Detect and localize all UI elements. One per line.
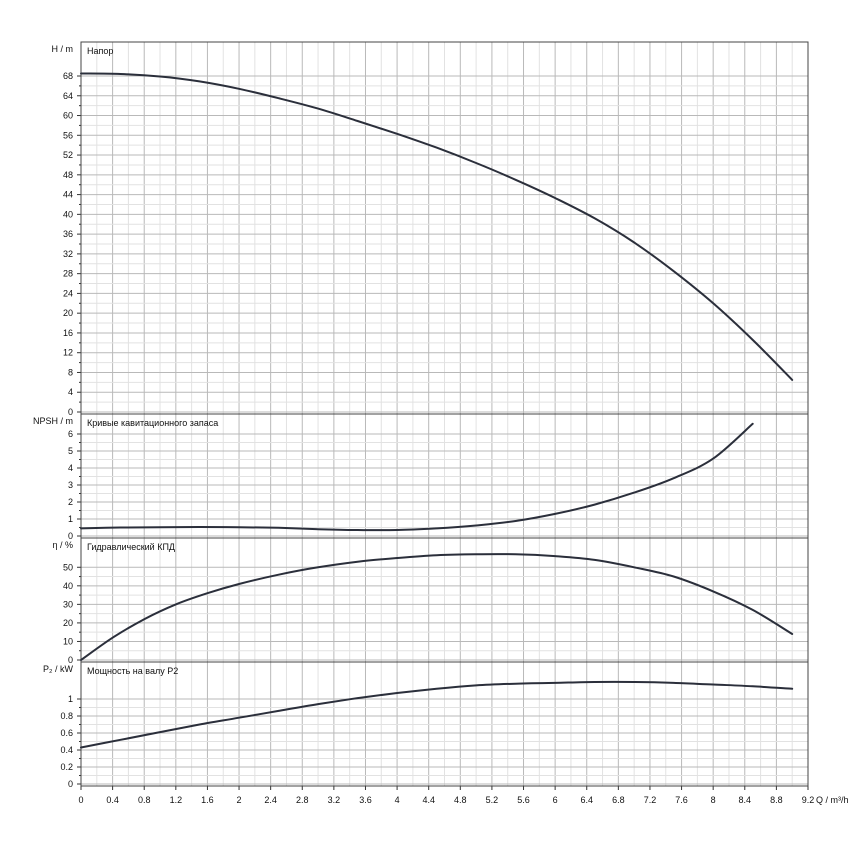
y-tick-label: 36 (63, 229, 73, 239)
y-tick-label: 4 (68, 463, 73, 473)
y-axis-label: η / % (52, 540, 73, 550)
y-tick-label: 1 (68, 694, 73, 704)
y-tick-label: 48 (63, 170, 73, 180)
x-tick-label: 8.4 (739, 795, 752, 805)
x-tick-label: 7.2 (644, 795, 657, 805)
panel-title: Мощность на валу P2 (87, 666, 178, 676)
y-tick-label: 8 (68, 367, 73, 377)
x-tick-label: 4 (395, 795, 400, 805)
x-tick-label: 3.2 (328, 795, 341, 805)
x-tick-label: 6.8 (612, 795, 625, 805)
x-tick-label: 7.6 (675, 795, 688, 805)
x-tick-label: 8.8 (770, 795, 783, 805)
y-tick-label: 5 (68, 446, 73, 456)
x-tick-label: 3.6 (359, 795, 372, 805)
y-tick-label: 40 (63, 209, 73, 219)
y-tick-label: 1 (68, 514, 73, 524)
x-tick-label: 9.2 (802, 795, 815, 805)
y-tick-label: 0.4 (60, 745, 73, 755)
y-axis-label: H / m (52, 44, 74, 54)
y-tick-label: 30 (63, 599, 73, 609)
x-tick-label: 4.4 (422, 795, 435, 805)
y-tick-label: 20 (63, 618, 73, 628)
y-tick-label: 10 (63, 636, 73, 646)
y-tick-label: 6 (68, 429, 73, 439)
y-tick-label: 68 (63, 71, 73, 81)
panel-title: Кривые кавитационного запаса (87, 418, 218, 428)
y-tick-label: 2 (68, 497, 73, 507)
y-tick-label: 64 (63, 91, 73, 101)
x-tick-label: 5.6 (517, 795, 530, 805)
y-tick-label: 20 (63, 308, 73, 318)
y-tick-label: 28 (63, 269, 73, 279)
y-tick-label: 0.6 (60, 728, 73, 738)
y-tick-label: 0.8 (60, 711, 73, 721)
y-tick-label: 24 (63, 288, 73, 298)
x-tick-label: 6.4 (580, 795, 593, 805)
y-axis-label: NPSH / m (33, 416, 73, 426)
y-tick-label: 4 (68, 387, 73, 397)
x-tick-label: 0 (78, 795, 83, 805)
x-tick-label: 2.8 (296, 795, 309, 805)
panel-title: Напор (87, 46, 113, 56)
x-tick-label: 2.4 (264, 795, 277, 805)
y-tick-label: 60 (63, 111, 73, 121)
y-axis-label: P₂ / kW (43, 664, 73, 674)
x-tick-label: 0.8 (138, 795, 151, 805)
x-axis-label: Q / m³/h (816, 795, 849, 805)
x-tick-label: 2 (237, 795, 242, 805)
x-tick-label: 8 (711, 795, 716, 805)
y-tick-label: 56 (63, 130, 73, 140)
y-tick-label: 16 (63, 328, 73, 338)
y-tick-label: 52 (63, 150, 73, 160)
x-tick-label: 5.2 (486, 795, 499, 805)
y-tick-label: 3 (68, 480, 73, 490)
panel-title: Гидравлический КПД (87, 542, 175, 552)
y-tick-label: 40 (63, 581, 73, 591)
y-tick-label: 0 (68, 779, 73, 789)
y-tick-label: 0.2 (60, 762, 73, 772)
y-tick-label: 44 (63, 190, 73, 200)
y-tick-label: 32 (63, 249, 73, 259)
y-tick-label: 12 (63, 348, 73, 358)
x-tick-label: 1.6 (201, 795, 214, 805)
x-tick-label: 0.4 (106, 795, 119, 805)
x-tick-label: 4.8 (454, 795, 467, 805)
x-tick-label: 6 (553, 795, 558, 805)
y-tick-label: 50 (63, 562, 73, 572)
x-tick-label: 1.2 (170, 795, 183, 805)
